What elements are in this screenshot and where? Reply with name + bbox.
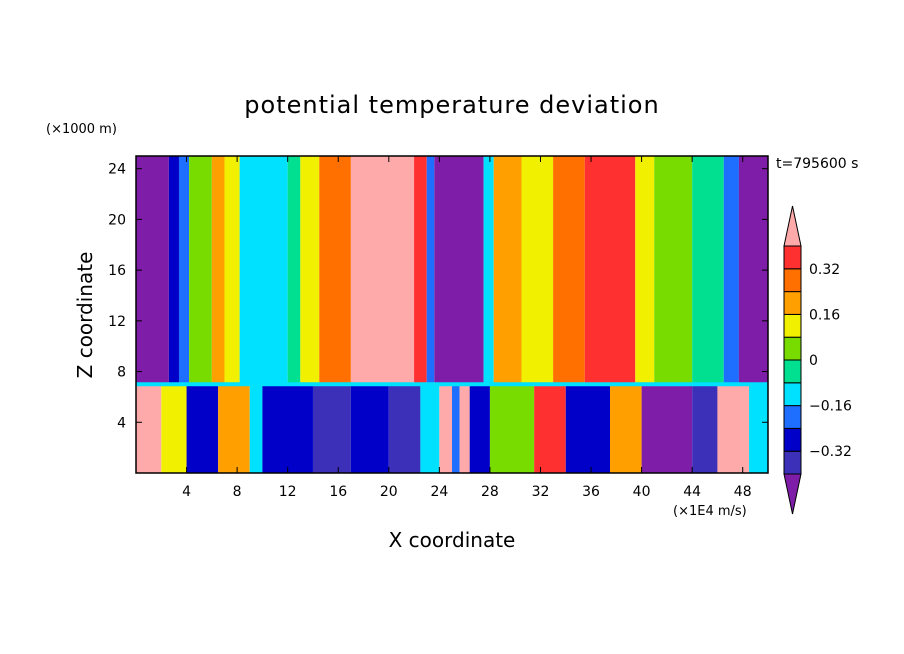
x-tick-label: 24 [430,484,448,500]
y-axis-label: Z coordinate [73,252,97,379]
upper-field-column [168,156,179,385]
lower-field-column [420,384,440,473]
x-tick-label: 36 [582,484,600,500]
upper-field-column [414,156,427,385]
colorbar: 0.32 0.16 0 −0.16 −0.32 [783,205,852,515]
colorbar-label: 0.16 [809,307,840,323]
upper-field-column [300,156,320,385]
colorbar-segment [783,336,802,361]
lower-field-column [312,384,351,473]
x-tick-label: 20 [380,484,398,500]
upper-field-column [654,156,693,385]
lower-field-column [534,384,566,473]
upper-field-column [189,156,212,385]
lower-field-column [717,384,750,473]
y-tick-label: 12 [108,314,126,330]
lower-field-column [262,384,313,473]
y-tick-label: 20 [108,212,126,228]
lower-field-column [350,384,389,473]
x-tick-label: 8 [233,484,242,500]
upper-field-column [692,156,724,385]
upper-field-column [239,156,288,385]
y-axis-unit: (×1000 m) [46,122,117,137]
upper-field-column [287,156,301,385]
x-tick-label: 12 [279,484,297,500]
colorbar-label: 0 [809,353,818,369]
x-axis-unit: (×1E4 m/s) [673,504,747,519]
x-tick-label: 48 [734,484,752,500]
upper-field-column [483,156,494,385]
x-tick-label: 44 [683,484,701,500]
lower-field-column [489,384,535,473]
x-tick-label: 4 [182,484,191,500]
colorbar-segment [783,291,802,315]
plot-area [136,156,768,473]
lower-field-column [161,384,187,473]
upper-field-column [178,156,190,385]
time-label: t=795600 s [776,156,858,172]
colorbar-label: −0.32 [809,444,852,460]
upper-field-column [434,156,484,385]
upper-field-column [553,156,585,385]
colorbar-segment [783,382,802,407]
colorbar-over-triangle [783,205,802,247]
y-axis: 4 8 12 16 20 24 [108,162,768,431]
lower-field-column [218,384,250,473]
lower-field-column [249,384,263,473]
x-tick-label: 28 [481,484,499,500]
upper-field-column [350,156,415,385]
lower-field-column [136,384,162,473]
x-axis: 4 8 12 16 20 24 28 32 36 40 44 48 [182,156,752,500]
colorbar-segment [783,405,802,429]
colorbar-segment [783,427,802,452]
y-tick-label: 16 [108,263,126,279]
colorbar-under-triangle [783,473,802,515]
upper-field-column [426,156,435,385]
lower-field-column [388,384,421,473]
colorbar-label: −0.16 [809,399,852,415]
upper-field-column [723,156,739,385]
upper-field-column [635,156,655,385]
colorbar-segment [783,313,802,338]
colorbar-segment [783,245,802,270]
upper-field-column [319,156,351,385]
lower-field-column [469,384,490,473]
colorbar-segment [783,359,802,384]
lower-field-column [439,384,452,473]
upper-field-column [584,156,636,385]
colorbar-label: 0.32 [809,262,840,278]
interface-band [136,382,768,387]
lower-field-column [641,384,693,473]
colorbar-segment [783,450,802,475]
lower-field-column [610,384,642,473]
upper-field-column [493,156,522,385]
x-tick-label: 40 [633,484,651,500]
x-axis-label: X coordinate [389,528,516,552]
x-tick-label: 16 [329,484,347,500]
y-tick-label: 8 [117,365,126,381]
upper-field-column [224,156,240,385]
lower-field-column [452,384,460,473]
plot-frame [135,155,769,474]
upper-field-column [211,156,225,385]
lower-field-column [692,384,718,473]
lower-field-column [749,384,768,473]
lower-field-column [186,384,219,473]
y-tick-label: 24 [108,162,126,178]
colorbar-segment [783,268,802,293]
upper-field-column [521,156,554,385]
x-tick-label: 32 [532,484,550,500]
lower-field-column [565,384,610,473]
lower-field-column [459,384,470,473]
y-tick-label: 4 [117,415,126,431]
chart-title: potential temperature deviation [244,91,659,119]
